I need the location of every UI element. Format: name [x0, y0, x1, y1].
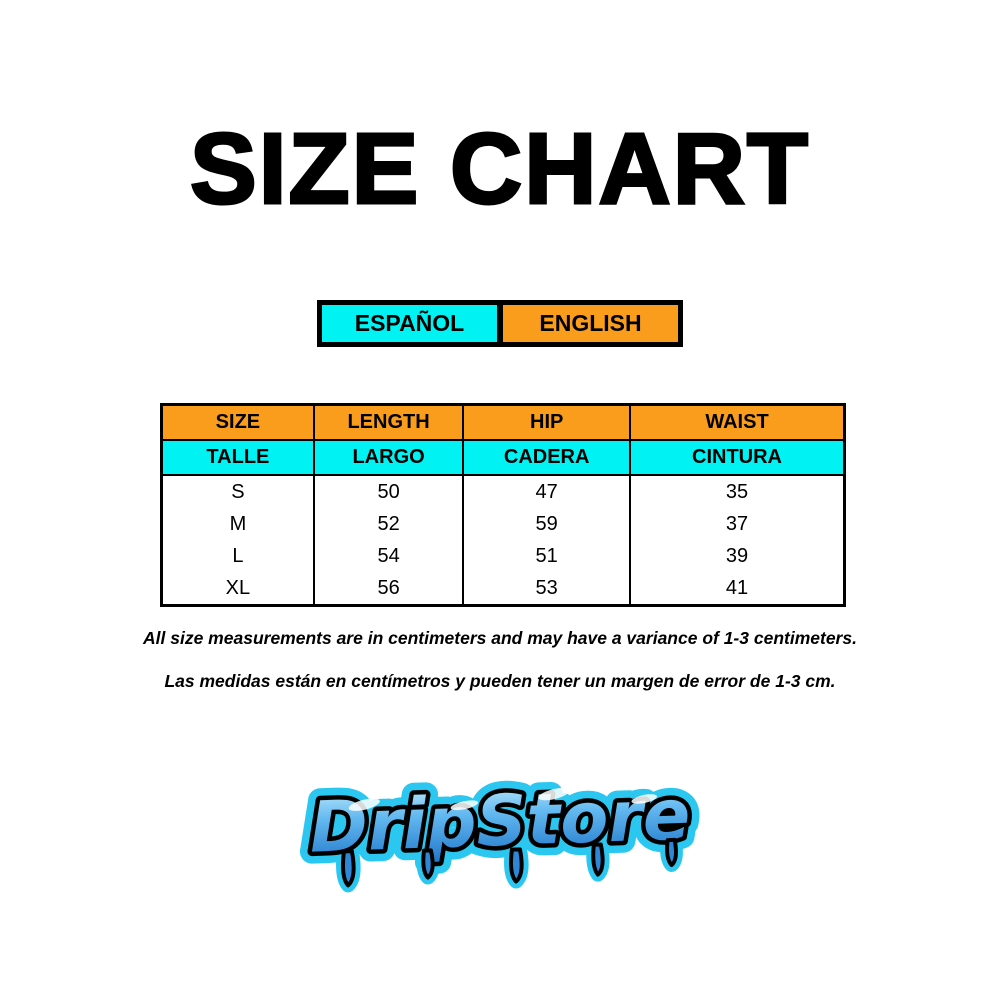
header-cell: HIP [462, 403, 631, 441]
size-cell: L [160, 540, 315, 572]
value-cell: 35 [629, 475, 846, 508]
header-cell: LENGTH [312, 403, 465, 441]
note-english: All size measurements are in centimeters… [143, 628, 857, 648]
value-cell: 39 [629, 540, 846, 572]
size-cell: XL [160, 572, 315, 606]
tab-espanol[interactable]: ESPAÑOL [322, 305, 497, 342]
language-tabs: ESPAÑOL ENGLISH [317, 300, 683, 347]
value-cell: 37 [629, 508, 846, 540]
header-cell: SIZE [160, 403, 315, 441]
value-cell: 47 [462, 475, 631, 508]
value-cell: 54 [312, 540, 465, 572]
logo-main-text: DripStore [308, 773, 691, 868]
note-spanish: Las medidas están en centímetros y puede… [164, 671, 836, 691]
table-row-xl: XL 56 53 41 [160, 572, 846, 606]
tab-english[interactable]: ENGLISH [503, 305, 678, 342]
header-cell: CADERA [462, 439, 631, 476]
header-cell: LARGO [312, 439, 465, 476]
header-cell: CINTURA [629, 439, 846, 476]
size-table: SIZE LENGTH HIP WAIST TALLE LARGO CADERA… [160, 403, 846, 607]
value-cell: 50 [312, 475, 465, 508]
table-header-spanish: TALLE LARGO CADERA CINTURA [160, 439, 846, 476]
table-row-s: S 50 47 35 [160, 475, 846, 508]
value-cell: 52 [312, 508, 465, 540]
value-cell: 41 [629, 572, 846, 606]
value-cell: 56 [312, 572, 465, 606]
value-cell: 53 [462, 572, 631, 606]
table-header-english: SIZE LENGTH HIP WAIST [160, 403, 846, 441]
table-row-l: L 54 51 39 [160, 540, 846, 572]
header-cell: TALLE [160, 439, 315, 476]
dripstore-logo: DripStore DripStore [275, 748, 725, 898]
size-cell: M [160, 508, 315, 540]
table-row-m: M 52 59 37 [160, 508, 846, 540]
size-cell: S [160, 475, 315, 508]
value-cell: 59 [462, 508, 631, 540]
dripstore-logo-graphic: DripStore DripStore [296, 761, 704, 893]
header-cell: WAIST [629, 403, 846, 441]
page-title: SIZE CHART [189, 112, 810, 227]
value-cell: 51 [462, 540, 631, 572]
